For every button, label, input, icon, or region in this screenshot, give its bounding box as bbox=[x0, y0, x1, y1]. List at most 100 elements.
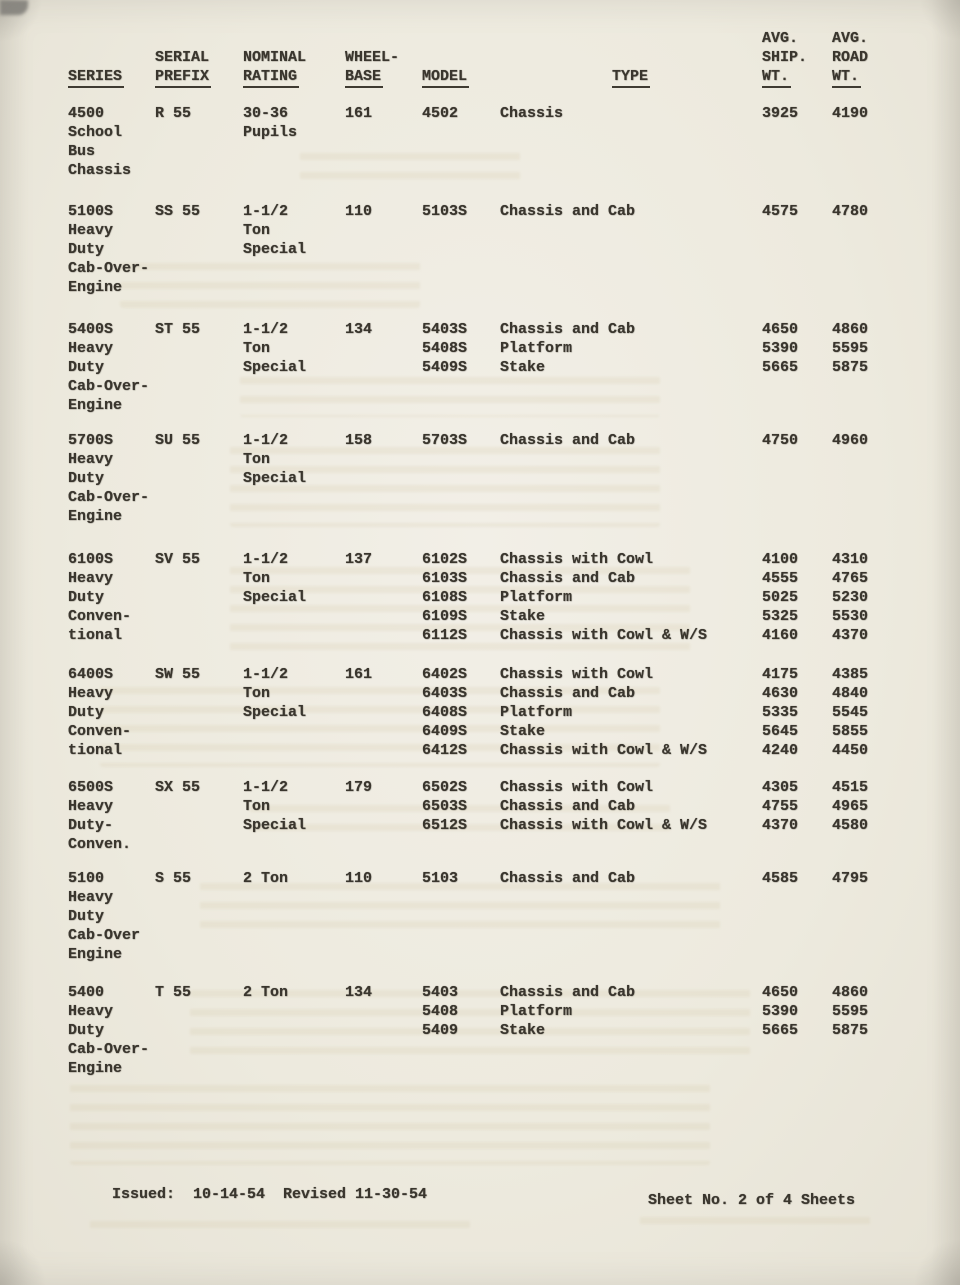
column-header-wheelbase: WHEEL- BASE bbox=[345, 48, 422, 88]
column-header-model: MODEL bbox=[422, 67, 500, 88]
column-header-serial-prefix: SERIAL PREFIX bbox=[155, 48, 243, 88]
nominal-rating-cell: 2 Ton bbox=[243, 870, 289, 887]
serial-prefix-cell: ST 55 bbox=[155, 321, 201, 338]
column-header-label: TYPE bbox=[611, 67, 650, 88]
table-row: 6500S Heavy Duty-Conven. SX 55 1-1/2 Ton… bbox=[68, 778, 908, 854]
serial-prefix-cell: T 55 bbox=[155, 984, 192, 1001]
series-cell: 5400S Heavy Duty Cab-Over- Engine bbox=[68, 321, 150, 414]
column-header-label: MODEL bbox=[422, 67, 470, 88]
table-rows: 4500 School Bus Chassis R 55 30-36 Pupil… bbox=[68, 104, 908, 1078]
type-cell: Chassis and Cab Platform Stake bbox=[500, 984, 636, 1039]
model-cell: 5703S bbox=[422, 432, 468, 449]
series-cell: 5100 Heavy Duty Cab-Over Engine bbox=[68, 870, 141, 963]
column-header-top: AVG. ROAD bbox=[832, 30, 869, 66]
column-header-avg-road-wt: AVG. ROAD WT. bbox=[832, 29, 902, 88]
nominal-rating-cell: 2 Ton bbox=[243, 984, 289, 1001]
wheelbase-cell: 110 bbox=[345, 203, 373, 220]
series-cell: 5400 Heavy Duty Cab-Over- Engine bbox=[68, 984, 150, 1077]
serial-prefix-cell: R 55 bbox=[155, 105, 192, 122]
column-header-top: NOMINAL bbox=[243, 49, 307, 66]
table-header-row: SERIES SERIAL PREFIX NOMINAL RATING WHEE… bbox=[68, 26, 908, 88]
wheelbase-cell: 161 bbox=[345, 666, 373, 683]
wheelbase-cell: 134 bbox=[345, 321, 373, 338]
wheelbase-cell: 134 bbox=[345, 984, 373, 1001]
column-header-series: SERIES bbox=[68, 67, 155, 88]
model-cell: 5103S bbox=[422, 203, 468, 220]
column-header-type: TYPE bbox=[500, 67, 762, 88]
column-header-avg-ship-wt: AVG. SHIP. WT. bbox=[762, 29, 832, 88]
ship-weight-cell: 4750 bbox=[762, 432, 799, 449]
nominal-rating-cell: 30-36 Pupils bbox=[243, 105, 298, 141]
series-cell: 5100S Heavy Duty Cab-Over- Engine bbox=[68, 203, 150, 296]
ship-weight-cell: 4100 4555 5025 5325 4160 bbox=[762, 551, 799, 644]
bleedthrough-artifact bbox=[640, 1212, 870, 1234]
column-header-label: BASE bbox=[345, 67, 384, 88]
model-cell: 5403S 5408S 5409S bbox=[422, 321, 468, 376]
ship-weight-cell: 3925 bbox=[762, 105, 799, 122]
column-header-nominal-rating: NOMINAL RATING bbox=[243, 48, 345, 88]
table-row: 5100S Heavy Duty Cab-Over- Engine SS 55 … bbox=[68, 202, 908, 297]
wheelbase-cell: 110 bbox=[345, 870, 373, 887]
ship-weight-cell: 4650 5390 5665 bbox=[762, 984, 799, 1039]
wheelbase-cell: 161 bbox=[345, 105, 373, 122]
wheelbase-cell: 158 bbox=[345, 432, 373, 449]
model-cell: 6502S 6503S 6512S bbox=[422, 779, 468, 834]
type-cell: Chassis bbox=[500, 105, 564, 122]
nominal-rating-cell: 1-1/2 Ton Special bbox=[243, 203, 307, 258]
column-header-label: WT. bbox=[832, 67, 862, 88]
bleedthrough-artifact bbox=[70, 1080, 710, 1165]
type-cell: Chassis and Cab bbox=[500, 870, 636, 887]
model-cell: 6102S 6103S 6108S 6109S 6112S bbox=[422, 551, 468, 644]
series-cell: 6100S Heavy Duty Conven- tional bbox=[68, 551, 132, 644]
wheelbase-cell: 137 bbox=[345, 551, 373, 568]
road-weight-cell: 4960 bbox=[832, 432, 869, 449]
serial-prefix-cell: S 55 bbox=[155, 870, 192, 887]
column-header-label: SERIES bbox=[68, 67, 125, 88]
table-row: 5400 Heavy Duty Cab-Over- Engine T 55 2 … bbox=[68, 983, 908, 1078]
ship-weight-cell: 4650 5390 5665 bbox=[762, 321, 799, 376]
table-row: 4500 School Bus Chassis R 55 30-36 Pupil… bbox=[68, 104, 908, 180]
model-cell: 5103 bbox=[422, 870, 459, 887]
nominal-rating-cell: 1-1/2 Ton Special bbox=[243, 666, 307, 721]
bleedthrough-artifact bbox=[90, 1216, 470, 1236]
ship-weight-cell: 4175 4630 5335 5645 4240 bbox=[762, 666, 799, 759]
series-cell: 6400S Heavy Duty Conven- tional bbox=[68, 666, 132, 759]
road-weight-cell: 4515 4965 4580 bbox=[832, 779, 869, 834]
model-cell: 6402S 6403S 6408S 6409S 6412S bbox=[422, 666, 468, 759]
column-header-top: SERIAL bbox=[155, 49, 210, 66]
type-cell: Chassis and Cab bbox=[500, 432, 636, 449]
scan-artifact bbox=[0, 0, 28, 15]
type-cell: Chassis with Cowl Chassis and Cab Platfo… bbox=[500, 551, 708, 644]
nominal-rating-cell: 1-1/2 Ton Special bbox=[243, 551, 307, 606]
ship-weight-cell: 4575 bbox=[762, 203, 799, 220]
table-row: 5700S Heavy Duty Cab-Over- Engine SU 55 … bbox=[68, 431, 908, 526]
serial-prefix-cell: SU 55 bbox=[155, 432, 201, 449]
table-row: 6400S Heavy Duty Conven- tional SW 55 1-… bbox=[68, 665, 908, 760]
model-cell: 5403 5408 5409 bbox=[422, 984, 459, 1039]
road-weight-cell: 4795 bbox=[832, 870, 869, 887]
table-row: 5400S Heavy Duty Cab-Over- Engine ST 55 … bbox=[68, 320, 908, 415]
road-weight-cell: 4780 bbox=[832, 203, 869, 220]
footer-issued-revised: Issued: 10-14-54 Revised 11-30-54 bbox=[112, 1186, 428, 1203]
nominal-rating-cell: 1-1/2 Ton Special bbox=[243, 321, 307, 376]
model-cell: 4502 bbox=[422, 105, 459, 122]
road-weight-cell: 4860 5595 5875 bbox=[832, 984, 869, 1039]
column-header-top: AVG. SHIP. bbox=[762, 30, 808, 66]
road-weight-cell: 4310 4765 5230 5530 4370 bbox=[832, 551, 869, 644]
nominal-rating-cell: 1-1/2 Ton Special bbox=[243, 779, 307, 834]
type-cell: Chassis with Cowl Chassis and Cab Chassi… bbox=[500, 779, 708, 834]
spec-table: SERIES SERIAL PREFIX NOMINAL RATING WHEE… bbox=[68, 26, 908, 1078]
series-cell: 5700S Heavy Duty Cab-Over- Engine bbox=[68, 432, 150, 525]
serial-prefix-cell: SX 55 bbox=[155, 779, 201, 796]
series-cell: 4500 School Bus Chassis bbox=[68, 105, 132, 179]
table-row: 5100 Heavy Duty Cab-Over Engine S 55 2 T… bbox=[68, 869, 908, 964]
column-header-label: RATING bbox=[243, 67, 300, 88]
road-weight-cell: 4385 4840 5545 5855 4450 bbox=[832, 666, 869, 759]
type-cell: Chassis and Cab Platform Stake bbox=[500, 321, 636, 376]
serial-prefix-cell: SV 55 bbox=[155, 551, 201, 568]
road-weight-cell: 4860 5595 5875 bbox=[832, 321, 869, 376]
serial-prefix-cell: SW 55 bbox=[155, 666, 201, 683]
table-row: 6100S Heavy Duty Conven- tional SV 55 1-… bbox=[68, 550, 908, 645]
ship-weight-cell: 4585 bbox=[762, 870, 799, 887]
